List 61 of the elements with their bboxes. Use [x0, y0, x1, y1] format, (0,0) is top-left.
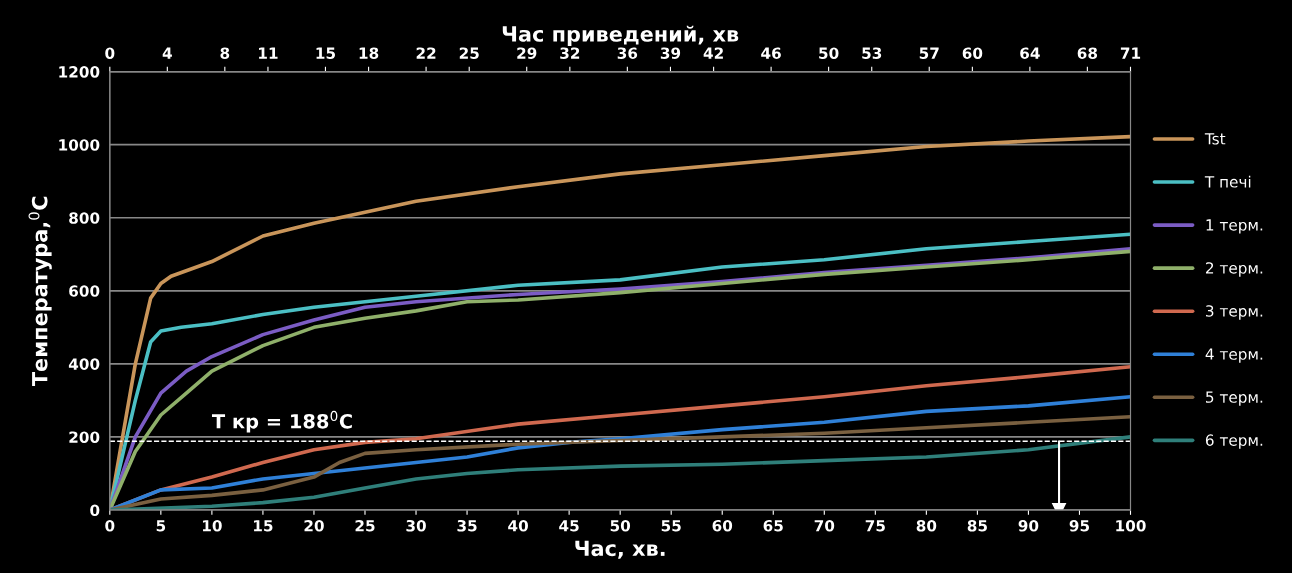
x2-tick-label: 8	[220, 47, 230, 59]
y-tick-label: 0	[90, 504, 100, 516]
legend-label: 6 терм.	[1205, 434, 1263, 449]
y-tick-label: 200	[69, 431, 100, 443]
y-tick-label: 400	[68, 358, 100, 370]
y-tick-label: 1000	[59, 139, 100, 151]
x-tick-label: 100	[1116, 519, 1146, 532]
x-tick-label: 50	[610, 519, 631, 532]
y-tick-label: 600	[69, 285, 100, 297]
x2-tick-label: 22	[416, 47, 436, 59]
x2-tick-label: 50	[819, 47, 839, 59]
x2-tick-label: 39	[660, 47, 681, 59]
x-tick-label: 0	[105, 519, 115, 532]
y-tick-label: 800	[69, 212, 100, 224]
legend-label: 4 терм.	[1205, 348, 1263, 363]
x2-tick-label: 57	[919, 47, 939, 59]
x2-tick-label: 25	[459, 47, 479, 59]
x2-tick-label: 42	[703, 47, 723, 59]
x-tick-label: 60	[712, 519, 733, 532]
ref-line-label: T кр = 188$^{0}$C	[211, 410, 352, 433]
x-tick-label: 10	[202, 519, 222, 532]
x2-tick-label: 32	[560, 47, 580, 59]
x-tick-label: 15	[254, 520, 273, 532]
x-tick-label: 65	[763, 519, 783, 532]
x2-tick-label: 11	[259, 47, 278, 59]
legend-label: 3 терм.	[1206, 305, 1263, 320]
x-axis-title: Час, хв.	[575, 540, 665, 559]
y-axis-title: Температура,$^{0}$C	[28, 196, 52, 387]
x-tick-label: 70	[814, 519, 835, 532]
x-tick-label: 80	[916, 519, 937, 532]
x-tick-label: 55	[661, 520, 681, 532]
legend-label: 1 терм.	[1206, 219, 1263, 234]
legend-label: 2 терм.	[1205, 262, 1263, 277]
x2-tick-label: 53	[862, 47, 882, 59]
x-tick-label: 85	[967, 519, 987, 532]
x-tick-label: 30	[406, 519, 426, 532]
x2-tick-label: 64	[1020, 47, 1040, 59]
legend-label: 5 терм.	[1206, 391, 1263, 406]
x-tick-label: 25	[355, 519, 375, 532]
x2-tick-label: 68	[1077, 47, 1098, 59]
x2-tick-label: 36	[617, 47, 638, 59]
x2-tick-label: 4	[162, 47, 172, 59]
x2-tick-label: 0	[105, 47, 115, 59]
x2-tick-label: 46	[761, 47, 781, 59]
x2-tick-label: 18	[359, 47, 379, 59]
x-tick-label: 5	[156, 520, 166, 532]
x-tick-label: 35	[457, 519, 477, 532]
x-tick-label: 90	[1018, 519, 1039, 532]
x2-tick-label: 15	[316, 47, 336, 59]
x-tick-label: 75	[865, 520, 885, 532]
legend-label: T печі	[1204, 175, 1251, 188]
x2-axis-title: Час приведений, хв	[502, 25, 739, 46]
legend-label: Tst	[1204, 133, 1226, 145]
x-tick-label: 95	[1069, 519, 1090, 532]
x2-tick-label: 29	[517, 47, 537, 59]
x-tick-label: 40	[508, 519, 528, 532]
x-tick-label: 45	[559, 520, 579, 532]
x2-tick-label: 71	[1120, 47, 1141, 59]
y-tick-label: 1200	[59, 66, 100, 78]
x-tick-label: 20	[304, 519, 324, 532]
x2-tick-label: 60	[962, 47, 983, 59]
